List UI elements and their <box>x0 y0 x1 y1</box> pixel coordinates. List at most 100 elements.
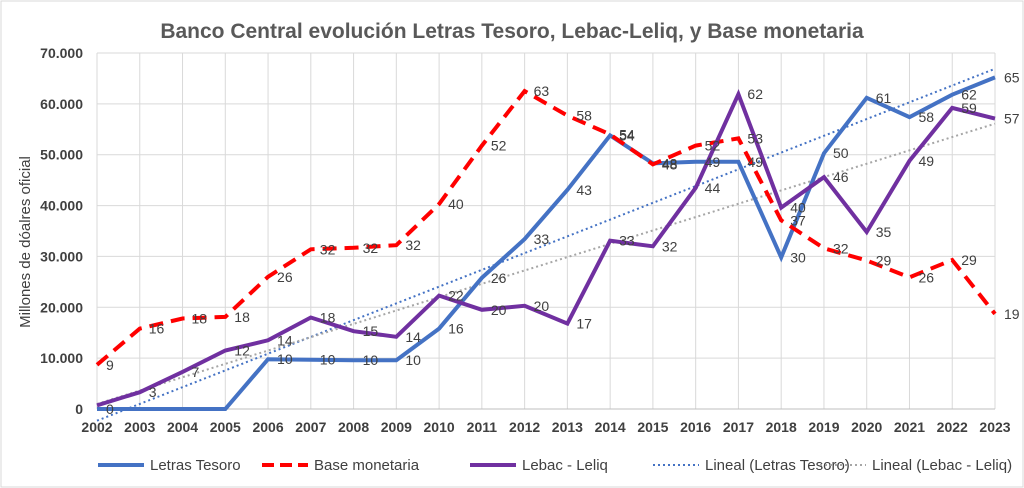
data-label-lebac-leliq: 3 <box>149 384 157 400</box>
y-tick-label: 10.000 <box>40 350 83 366</box>
data-label-letras-tesoro: 10 <box>277 351 293 367</box>
x-tick-label: 2004 <box>167 419 198 435</box>
legend-item-letras-tesoro: Letras Tesoro <box>98 457 241 474</box>
x-tick-label: 2017 <box>723 419 754 435</box>
x-tick-label: 2021 <box>894 419 925 435</box>
data-label-base-monetaria: 63 <box>534 83 550 99</box>
legend-item-lineal-lebac-leliq: Lineal (Lebac - Leliq) <box>820 457 1012 474</box>
y-tick-label: 70.000 <box>40 45 83 61</box>
data-label-letras-tesoro: 48 <box>662 155 678 171</box>
y-tick-label: 20.000 <box>40 299 83 315</box>
data-label-lebac-leliq: 12 <box>234 343 250 359</box>
data-label-lebac-leliq: 46 <box>833 169 849 185</box>
data-label-base-monetaria: 52 <box>491 138 507 154</box>
trendline-letras-tesoro <box>96 67 996 422</box>
data-label-lebac-leliq: 49 <box>918 153 934 169</box>
data-label-base-monetaria: 32 <box>320 241 336 257</box>
legend-label: Base monetaria <box>314 457 420 474</box>
data-label-lebac-leliq: 17 <box>576 316 592 332</box>
data-label-letras-tesoro: 49 <box>747 154 763 170</box>
y-tick-label: 0 <box>75 401 83 417</box>
data-label-lebac-leliq: 20 <box>534 298 550 314</box>
data-label-letras-tesoro: 50 <box>833 145 849 161</box>
x-tick-label: 2014 <box>595 419 626 435</box>
data-label-base-monetaria: 26 <box>277 269 293 285</box>
data-label-letras-tesoro: 10 <box>363 352 379 368</box>
x-tick-label: 2007 <box>295 419 326 435</box>
data-label-lebac-leliq: 32 <box>662 238 678 254</box>
data-label-base-monetaria: 29 <box>876 252 892 268</box>
data-label-letras-tesoro: 16 <box>448 321 464 337</box>
data-label-letras-tesoro: 10 <box>320 352 336 368</box>
x-tick-label: 2015 <box>637 419 668 435</box>
data-label-base-monetaria: 32 <box>833 240 849 256</box>
data-label-letras-tesoro: 49 <box>705 154 721 170</box>
x-tick-label: 2020 <box>851 419 882 435</box>
data-label-base-monetaria: 18 <box>192 310 208 326</box>
data-label-base-monetaria: 19 <box>1004 306 1020 322</box>
legend-label: Letras Tesoro <box>150 457 241 474</box>
x-tick-label: 2012 <box>509 419 540 435</box>
y-tick-label: 30.000 <box>40 248 83 264</box>
data-label-letras-tesoro: 33 <box>534 231 550 247</box>
data-label-lebac-leliq: 57 <box>1004 111 1020 127</box>
y-tick-label: 40.000 <box>40 198 83 214</box>
x-tick-label: 2003 <box>124 419 155 435</box>
data-label-base-monetaria: 54 <box>619 126 635 142</box>
data-label-lebac-leliq: 59 <box>961 100 977 116</box>
x-tick-label: 2019 <box>808 419 839 435</box>
y-axis-label: Millones de dóalres oficial <box>17 156 34 328</box>
data-label-letras-tesoro: 30 <box>790 249 806 265</box>
data-label-letras-tesoro: 10 <box>405 352 421 368</box>
x-tick-label: 2009 <box>381 419 412 435</box>
data-label-base-monetaria: 58 <box>576 108 592 124</box>
legend-item-base-monetaria: Base monetaria <box>262 457 420 474</box>
data-label-lebac-leliq: 15 <box>363 323 379 339</box>
data-label-base-monetaria: 48 <box>662 156 678 172</box>
trendline-lebac-leliq <box>96 122 996 405</box>
data-label-lebac-leliq: 7 <box>192 364 200 380</box>
x-tick-label: 2013 <box>552 419 583 435</box>
data-label-letras-tesoro: 0 <box>106 401 114 417</box>
legend-label: Lineal (Lebac - Leliq) <box>872 457 1012 474</box>
axes: 0 10.000 20.000 30.000 40.000 50.000 60.000 70.… <box>40 45 1011 435</box>
data-label-letras-tesoro: 62 <box>961 87 977 103</box>
data-label-letras-tesoro: 54 <box>619 127 635 143</box>
data-label-letras-tesoro: 58 <box>918 109 934 125</box>
legend-label: Lineal (Letras Tesoro) <box>705 457 850 474</box>
data-label-base-monetaria: 9 <box>106 357 114 373</box>
series-line-base-monetaria <box>95 88 997 367</box>
data-label-base-monetaria: 40 <box>448 196 464 212</box>
data-label-lebac-leliq: 44 <box>705 180 721 196</box>
data-label-base-monetaria: 32 <box>405 237 421 253</box>
x-tick-label: 2002 <box>81 419 112 435</box>
x-tick-label: 2005 <box>210 419 241 435</box>
series-line-lebac-leliq <box>96 88 996 408</box>
data-labels: 0 10 10 10 10 16 26 33 43 54 48 49 49 30 50 61 58 62 65 9 16… <box>106 69 1020 417</box>
y-tick-label: 50.000 <box>40 147 83 163</box>
x-tick-label: 2023 <box>979 419 1010 435</box>
data-label-lebac-leliq: 14 <box>405 329 421 345</box>
data-label-lebac-leliq: 18 <box>320 309 336 325</box>
data-label-lebac-leliq: 22 <box>448 288 464 304</box>
data-label-base-monetaria: 16 <box>149 321 165 337</box>
data-label-letras-tesoro: 61 <box>876 90 892 106</box>
data-label-base-monetaria: 53 <box>747 130 763 146</box>
series-lines <box>95 67 997 422</box>
data-label-lebac-leliq: 40 <box>790 200 806 216</box>
data-label-lebac-leliq: 14 <box>277 332 293 348</box>
x-tick-label: 2010 <box>424 419 455 435</box>
legend-label: Lebac - Leliq <box>522 457 608 474</box>
data-label-letras-tesoro: 43 <box>576 182 592 198</box>
data-label-lebac-leliq: 33 <box>619 233 635 249</box>
data-label-base-monetaria: 32 <box>363 240 379 256</box>
x-tick-label: 2006 <box>252 419 283 435</box>
gridlines <box>96 52 996 409</box>
x-tick-label: 2008 <box>338 419 369 435</box>
x-tick-label: 2011 <box>467 419 498 435</box>
series-line-letras-tesoro <box>97 75 996 411</box>
data-label-base-monetaria: 37 <box>790 212 806 228</box>
x-tick-label: 2018 <box>766 419 797 435</box>
